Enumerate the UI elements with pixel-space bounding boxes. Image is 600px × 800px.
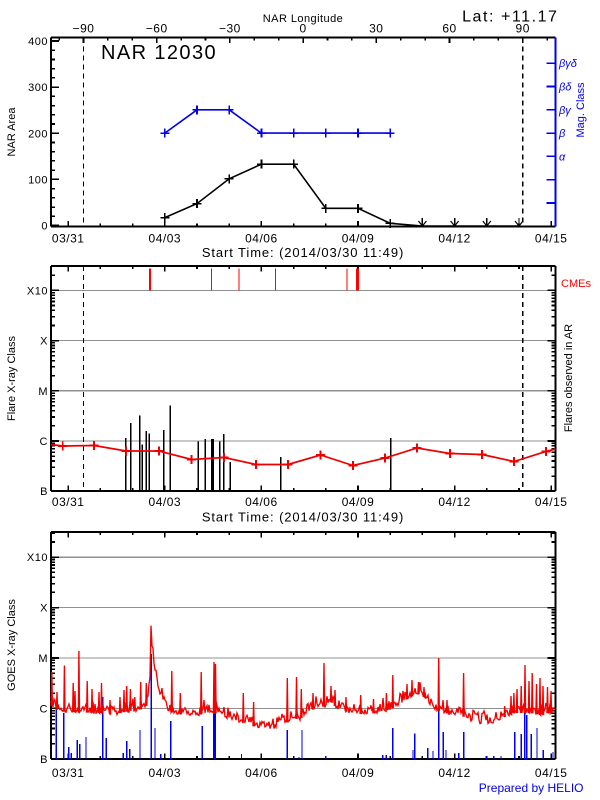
svg-text:200: 200	[28, 128, 48, 140]
svg-text:C: C	[40, 436, 48, 448]
svg-text:Start Time: (2014/03/30 11:49): Start Time: (2014/03/30 11:49)	[202, 510, 404, 525]
svg-text:B: B	[40, 486, 48, 498]
svg-text:Lat: +11.17: Lat: +11.17	[462, 9, 558, 26]
svg-text:GOES X-ray Class: GOES X-ray Class	[6, 599, 18, 691]
svg-text:X: X	[40, 336, 48, 348]
svg-text:04/15: 04/15	[535, 766, 568, 780]
svg-text:03/31: 03/31	[52, 495, 85, 509]
svg-text:400: 400	[28, 36, 48, 48]
svg-text:04/06: 04/06	[245, 232, 278, 246]
svg-text:NAR 12030: NAR 12030	[101, 42, 217, 64]
svg-text:04/12: 04/12	[438, 232, 471, 246]
svg-text:04/09: 04/09	[342, 766, 375, 780]
svg-text:04/12: 04/12	[438, 495, 471, 509]
svg-text:M: M	[38, 653, 48, 665]
svg-text:100: 100	[28, 174, 48, 186]
svg-text:04/03: 04/03	[149, 495, 182, 509]
svg-text:Prepared by HELIO: Prepared by HELIO	[479, 781, 584, 795]
svg-text:X10: X10	[27, 552, 48, 564]
svg-text:βγ: βγ	[558, 105, 572, 117]
svg-text:βδ: βδ	[558, 82, 572, 94]
svg-text:CMEs: CMEs	[561, 278, 591, 290]
svg-text:β: β	[558, 128, 566, 140]
svg-text:C: C	[40, 703, 48, 715]
svg-text:04/09: 04/09	[342, 232, 375, 246]
svg-text:M: M	[38, 386, 48, 398]
svg-text:B: B	[40, 754, 48, 766]
svg-text:NAR Area: NAR Area	[6, 107, 18, 157]
svg-text:60: 60	[442, 22, 456, 36]
svg-text:0: 0	[41, 221, 48, 233]
svg-text:03/31: 03/31	[52, 232, 85, 246]
svg-text:NAR Longitude: NAR Longitude	[263, 13, 343, 25]
svg-text:04/06: 04/06	[245, 766, 278, 780]
svg-text:03/31: 03/31	[52, 766, 85, 780]
svg-text:Start Time: (2014/03/30 11:49): Start Time: (2014/03/30 11:49)	[202, 245, 404, 260]
svg-text:α: α	[559, 151, 566, 163]
svg-text:X10: X10	[27, 285, 48, 297]
svg-text:04/12: 04/12	[438, 766, 471, 780]
svg-text:04/03: 04/03	[149, 766, 182, 780]
svg-text:0: 0	[300, 22, 307, 36]
svg-text:βγδ: βγδ	[558, 58, 578, 70]
svg-text:X: X	[40, 603, 48, 615]
svg-text:04/03: 04/03	[149, 232, 182, 246]
svg-text:30: 30	[369, 22, 383, 36]
svg-text:04/15: 04/15	[535, 232, 568, 246]
svg-text:Flares observed in AR: Flares observed in AR	[563, 324, 575, 432]
svg-text:−60: −60	[146, 22, 168, 36]
svg-text:−30: −30	[219, 22, 241, 36]
svg-text:Mag. Class: Mag. Class	[575, 82, 587, 138]
svg-text:04/09: 04/09	[342, 495, 375, 509]
svg-text:−90: −90	[73, 22, 95, 36]
svg-text:90: 90	[516, 22, 530, 36]
svg-text:Flare X-ray Class: Flare X-ray Class	[6, 336, 18, 421]
svg-text:04/06: 04/06	[245, 495, 278, 509]
svg-text:300: 300	[28, 82, 48, 94]
svg-text:04/15: 04/15	[535, 495, 568, 509]
